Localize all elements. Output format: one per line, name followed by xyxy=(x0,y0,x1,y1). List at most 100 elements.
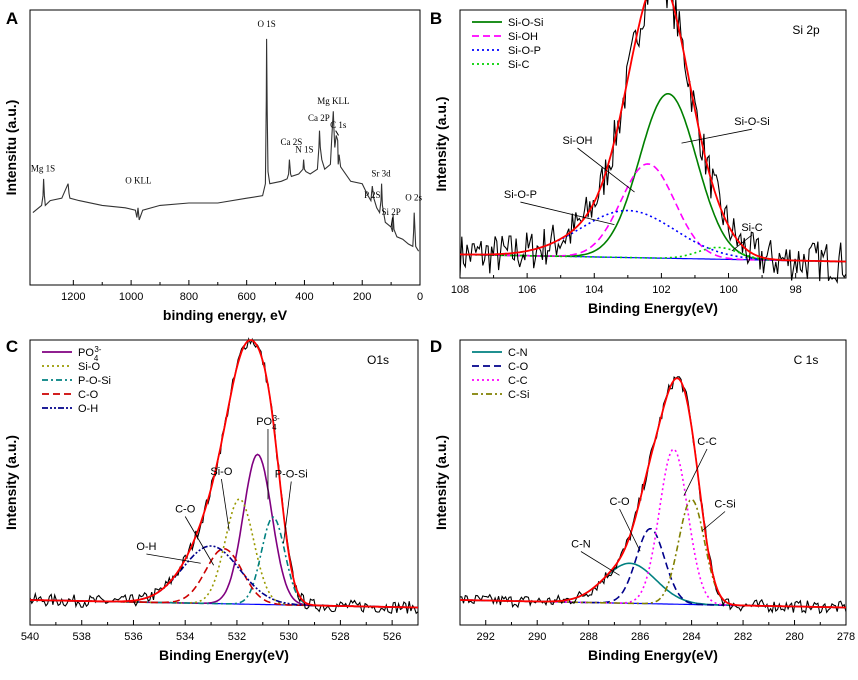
panel-label: B xyxy=(430,9,442,28)
legend-label: PO43- xyxy=(78,345,102,363)
x-tick-label: 538 xyxy=(73,631,91,643)
legend-label: C-O xyxy=(508,361,529,373)
x-tick-label: 288 xyxy=(579,631,597,643)
annotation-sub: 4 xyxy=(272,423,277,432)
component-si-o-line xyxy=(30,498,418,609)
panel-title: O1s xyxy=(367,353,389,367)
peak-label: Mg 1S xyxy=(31,164,55,174)
component-si-o-si-line xyxy=(460,93,846,263)
annotation-label: Si-O-P xyxy=(504,189,537,201)
x-tick-label: 290 xyxy=(528,631,546,643)
legend-label: Si-O-Si xyxy=(508,17,543,29)
x-axis-label: Binding Energy(eV) xyxy=(588,300,718,316)
x-tick-label: 540 xyxy=(21,631,39,643)
component-si-oh-line xyxy=(460,163,846,263)
peak-label: Mg KLL xyxy=(317,96,349,106)
legend-label-sub: 4 xyxy=(94,354,99,363)
annotation-label: C-O xyxy=(609,496,630,508)
plot-frame xyxy=(459,9,847,279)
annotation-label: Si-OH xyxy=(563,135,593,147)
x-tick-label: 800 xyxy=(180,291,198,303)
fit-envelope-line xyxy=(30,339,418,609)
peak-label: Sr 3d xyxy=(371,168,391,178)
peak-label: N 1S xyxy=(295,144,313,154)
annotation-leader xyxy=(619,508,641,552)
peak-label: O 2s xyxy=(405,193,422,203)
fit-envelope-line xyxy=(460,0,846,263)
panel-label: D xyxy=(430,337,442,356)
x-tick-label: 526 xyxy=(383,631,401,643)
annotation-label: C-C xyxy=(697,436,717,448)
x-tick-label: 292 xyxy=(477,631,495,643)
annotation-leader xyxy=(283,481,292,544)
y-axis-label: Intensitu (a.u.) xyxy=(3,100,19,196)
panel-d: D 292 290 288 286 284 282 280 278 Binding Energy(… xyxy=(430,337,855,663)
x-axis-label: Binding Energy(eV) xyxy=(588,647,718,663)
annotation-label: C-Si xyxy=(714,499,735,511)
plot-frame xyxy=(459,339,847,626)
x-tick-label: 528 xyxy=(331,631,349,643)
legend-label: Si-O xyxy=(78,361,100,373)
x-axis-label: binding energy, eV xyxy=(163,307,288,323)
x-tick-label: 106 xyxy=(518,284,536,296)
panel-label: A xyxy=(6,9,18,28)
annotation-leader xyxy=(580,551,620,576)
x-tick-label: 280 xyxy=(785,631,803,643)
peak-label: O 1S xyxy=(257,19,275,29)
annotation-leader xyxy=(731,234,753,252)
annotation-leader xyxy=(520,201,615,226)
annotation-label: P-O-Si xyxy=(275,469,308,481)
annotation-leader xyxy=(146,553,201,564)
panel-b: B 108 106 104 102 100 98 Binding Energy(eV) Inte… xyxy=(430,0,847,316)
annotation-label: C-O xyxy=(175,504,196,516)
annotation-leader xyxy=(184,516,214,566)
x-tick-label: 284 xyxy=(682,631,700,643)
x-tick-label: 102 xyxy=(652,284,670,296)
annotation-label: O-H xyxy=(136,541,156,553)
annotation-leader xyxy=(681,128,753,144)
x-tick-label: 108 xyxy=(451,284,469,296)
annotation-label: Si-O xyxy=(210,466,232,478)
x-tick-label: 286 xyxy=(631,631,649,643)
annotation-label: Si-O-Si xyxy=(734,116,769,128)
panel-c: C 540 538 536 534 532 530 528 526 Binding Energy(… xyxy=(3,337,419,663)
legend-label: Si-OH xyxy=(508,31,538,43)
x-tick-label: 282 xyxy=(734,631,752,643)
legend-label: P-O-Si xyxy=(78,375,111,387)
x-tick-label: 278 xyxy=(837,631,855,643)
x-tick-label: 534 xyxy=(176,631,194,643)
x-tick-label: 200 xyxy=(353,291,371,303)
peak-label: Ca 2P xyxy=(308,113,330,123)
legend-label: C-N xyxy=(508,347,528,359)
legend-label: C-Si xyxy=(508,389,529,401)
annotation-sup: 3- xyxy=(273,414,280,423)
peak-label: Si 2P xyxy=(381,207,400,217)
x-tick-label: 0 xyxy=(417,291,423,303)
component-c-c-line xyxy=(460,448,846,609)
x-tick-label: 530 xyxy=(279,631,297,643)
x-tick-label: 1000 xyxy=(119,291,143,303)
fit-envelope-line xyxy=(460,377,846,609)
panel-a: A 1200 1000 800 600 400 200 0 binding energy, eV… xyxy=(3,9,423,323)
peak-label: C 1s xyxy=(330,120,347,130)
x-tick-label: 532 xyxy=(228,631,246,643)
x-tick-label: 98 xyxy=(790,284,802,296)
annotation-label: C-N xyxy=(571,539,591,551)
si2p-arrow xyxy=(390,217,394,228)
peak-label: P 2S xyxy=(364,190,380,200)
x-tick-label: 100 xyxy=(719,284,737,296)
x-axis-label: Binding Energy(eV) xyxy=(159,647,289,663)
peak-label: O KLL xyxy=(125,176,151,186)
annotation-leader xyxy=(221,478,230,531)
legend-label: O-H xyxy=(78,403,98,415)
annotation-label: PO43- xyxy=(256,414,280,432)
annotation-leader xyxy=(577,147,635,193)
panel-title: Si 2p xyxy=(792,23,820,37)
peak-label: Ca 2S xyxy=(281,137,303,147)
x-tick-label: 104 xyxy=(585,284,603,296)
annotation-leader xyxy=(701,511,726,532)
legend-label: Si-O-P xyxy=(508,45,541,57)
annotation-leader xyxy=(683,448,708,496)
y-axis-label: Intensity (a.u.) xyxy=(433,435,449,530)
